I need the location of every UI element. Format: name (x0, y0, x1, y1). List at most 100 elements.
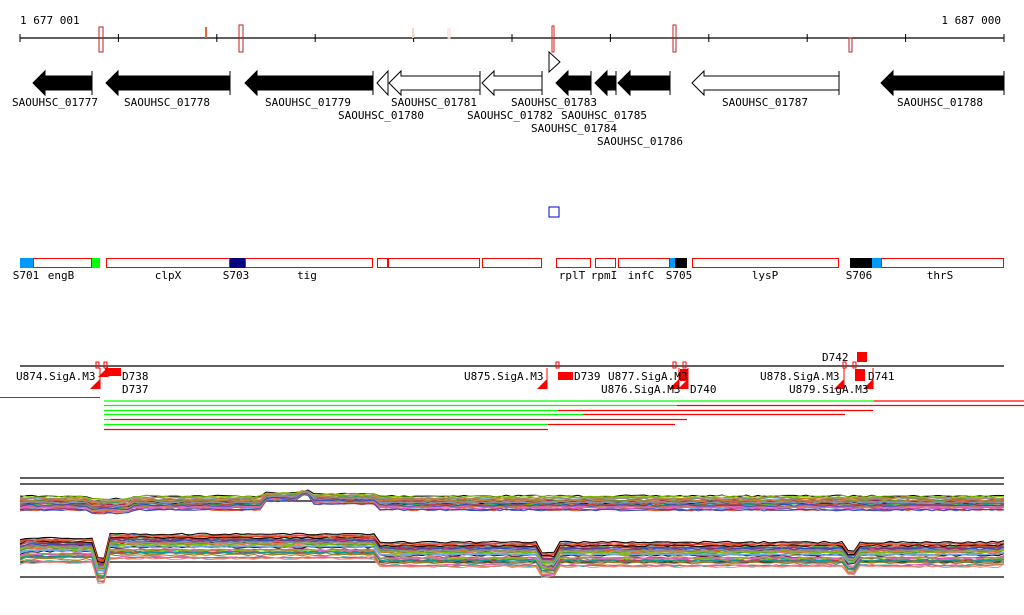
gene-saouhsc_01785[interactable]: SAOUHSC_01785 (561, 69, 647, 122)
promoter-triangle[interactable] (834, 379, 844, 389)
expression-line (19, 556, 1005, 583)
axis-marker[interactable] (447, 28, 451, 39)
feature-box[interactable] (618, 258, 670, 268)
promoter-label-u874-siga-m3: U874.SigA.M3 (16, 370, 95, 383)
axis-marker[interactable] (412, 28, 414, 38)
feature-box[interactable] (33, 258, 92, 268)
feature-box[interactable] (388, 258, 480, 268)
gene-arrow[interactable] (594, 69, 617, 97)
gene-track: SAOUHSC_01777 SAOUHSC_01778 SAOUHSC_01779S… (12, 50, 1005, 148)
expression-line (19, 536, 1005, 564)
expression-line (19, 548, 1005, 575)
gene-saouhsc_01787[interactable]: SAOUHSC_01787 (691, 69, 840, 109)
expression-line (19, 492, 1005, 510)
feature-label-s705: S705 (666, 269, 693, 282)
gene-label: SAOUHSC_01786 (597, 135, 683, 148)
gene-arrow[interactable] (880, 69, 1005, 97)
expression-line (19, 537, 1005, 564)
gene-saouhsc_01778[interactable]: SAOUHSC_01778 (105, 69, 231, 109)
expression-profiles (19, 477, 1005, 584)
promoter-marker (852, 361, 857, 369)
expression-line (19, 490, 1005, 503)
feature-box[interactable] (670, 258, 675, 268)
gene-saouhsc_01780[interactable]: SAOUHSC_01780 (338, 69, 424, 122)
gene-arrow[interactable] (32, 69, 93, 97)
promoter-label-u876-siga-m3: U876.SigA.M3 (601, 383, 680, 396)
axis-markers (98, 24, 853, 53)
gene-saouhsc_01781[interactable]: SAOUHSC_01781 (388, 69, 481, 109)
gene-label: SAOUHSC_01779 (265, 96, 351, 109)
transcript-segments (0, 397, 1024, 431)
axis-marker[interactable] (205, 27, 207, 38)
terminator-marker[interactable] (558, 372, 573, 380)
feature-box[interactable] (872, 258, 881, 268)
feature-box[interactable] (377, 258, 388, 268)
gene-saouhsc_01783[interactable]: SAOUHSC_01783 (511, 50, 597, 109)
promoter-label-d740: D740 (690, 383, 717, 396)
feature-label-rpmi: rpmI (591, 269, 618, 282)
selection-square[interactable] (548, 206, 560, 218)
gene-arrow[interactable] (244, 69, 374, 97)
gene-arrow[interactable] (555, 69, 592, 97)
feature-label-s706: S706 (846, 269, 873, 282)
feature-box[interactable] (692, 258, 839, 268)
promoter-label-u877-siga-m3: U877.SigA.M3 (608, 370, 687, 383)
gene-arrow[interactable] (691, 69, 840, 97)
gene-saouhsc_01782[interactable]: SAOUHSC_01782 (467, 69, 553, 122)
gene-arrow[interactable] (617, 69, 671, 97)
feature-label-infc: infC (628, 269, 655, 282)
promoter-triangle[interactable] (863, 379, 873, 389)
promoter-triangle[interactable] (90, 379, 100, 389)
feature-label-s701: S701 (13, 269, 40, 282)
gene-saouhsc_01786[interactable]: SAOUHSC_01786 (597, 69, 683, 148)
feature-box[interactable] (850, 258, 872, 268)
feature-box[interactable] (20, 258, 33, 268)
feature-box[interactable] (595, 258, 616, 268)
expression-line (19, 534, 1005, 561)
promoter-triangle[interactable] (537, 379, 547, 389)
feature-box[interactable] (92, 258, 100, 268)
terminator-marker[interactable] (680, 369, 688, 381)
feature-box[interactable] (106, 258, 230, 268)
expression-line (19, 553, 1005, 580)
axis-marker[interactable] (238, 24, 244, 53)
gene-label: SAOUHSC_01788 (897, 96, 983, 109)
gene-arrow[interactable] (481, 69, 543, 97)
gene-label: SAOUHSC_01784 (531, 122, 617, 135)
promoter-label-d741: D741 (868, 370, 895, 383)
terminator-marker[interactable] (857, 352, 867, 362)
axis-marker[interactable] (672, 24, 677, 53)
promoter-triangle[interactable] (669, 379, 679, 389)
terminator-marker[interactable] (855, 369, 865, 381)
expression-line (19, 557, 1005, 584)
gene-saouhsc_01779[interactable]: SAOUHSC_01779 (244, 69, 374, 109)
feature-box[interactable] (675, 258, 687, 268)
terminator-marker[interactable] (105, 368, 121, 376)
axis-marker[interactable] (848, 37, 853, 53)
feature-box[interactable] (881, 258, 1004, 268)
gene-arrow[interactable] (105, 69, 231, 97)
axis-marker[interactable] (551, 25, 555, 53)
feature-box[interactable] (245, 258, 373, 268)
feature-box[interactable] (556, 258, 591, 268)
gene-label: SAOUHSC_01782 (467, 109, 553, 122)
feature-label-s703: S703 (223, 269, 250, 282)
promoter-label-d742: D742 (822, 351, 849, 364)
feature-box[interactable] (482, 258, 542, 268)
gene-saouhsc_01784[interactable]: SAOUHSC_01784 (531, 69, 617, 135)
gene-label: SAOUHSC_01780 (338, 109, 424, 122)
gene-arrow[interactable] (548, 50, 561, 74)
expression-line (19, 493, 1005, 515)
gene-saouhsc_01777[interactable]: SAOUHSC_01777 (12, 69, 98, 109)
gene-saouhsc_01788[interactable]: SAOUHSC_01788 (880, 69, 1005, 109)
gene-arrow[interactable] (376, 69, 389, 97)
axis-marker[interactable] (98, 26, 104, 53)
gene-arrow[interactable] (388, 69, 481, 97)
promoter-triangle[interactable] (678, 379, 688, 389)
expression-line (19, 491, 1005, 507)
feature-box[interactable] (230, 258, 245, 268)
expression-line (19, 549, 1005, 576)
feature-label-thrs: thrS (927, 269, 954, 282)
